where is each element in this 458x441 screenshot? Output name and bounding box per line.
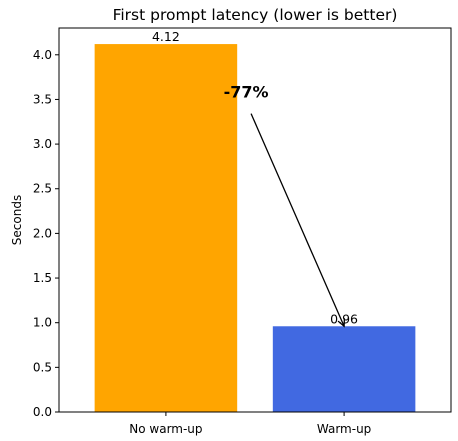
chart-title: First prompt latency (lower is better) — [113, 6, 398, 24]
y-tick-label: 1.0 — [33, 316, 52, 330]
y-tick-label: 4.0 — [33, 48, 52, 62]
x-tick-label: Warm-up — [317, 422, 371, 436]
y-tick-label: 0.0 — [33, 405, 52, 419]
bar-value-label: 4.12 — [152, 29, 180, 44]
x-tick-label: No warm-up — [129, 422, 202, 436]
annotation-arrowhead — [337, 318, 346, 328]
annotation-label: -77% — [224, 83, 269, 102]
annotation-group: -77% — [224, 83, 346, 328]
y-tick-label: 2.0 — [33, 226, 52, 240]
y-axis-title: Seconds — [10, 195, 24, 245]
bar-no-warm-up — [94, 44, 238, 413]
y-tick-label: 1.5 — [33, 271, 52, 285]
y-tick-label: 3.5 — [33, 92, 52, 106]
bar-warm-up — [272, 326, 416, 412]
y-tick-label: 2.5 — [33, 182, 52, 196]
bars-group — [94, 44, 416, 413]
y-tick-label: 3.0 — [33, 137, 52, 151]
annotation-arrow — [250, 113, 345, 327]
x-axis-ticks: No warm-up Warm-up — [129, 412, 371, 436]
axes-frame — [58, 27, 452, 413]
y-axis-ticks: 0.0 0.5 1.0 1.5 2.0 2.5 3.0 3.5 4.0 — [33, 48, 59, 419]
y-tick-label: 0.5 — [33, 360, 52, 374]
